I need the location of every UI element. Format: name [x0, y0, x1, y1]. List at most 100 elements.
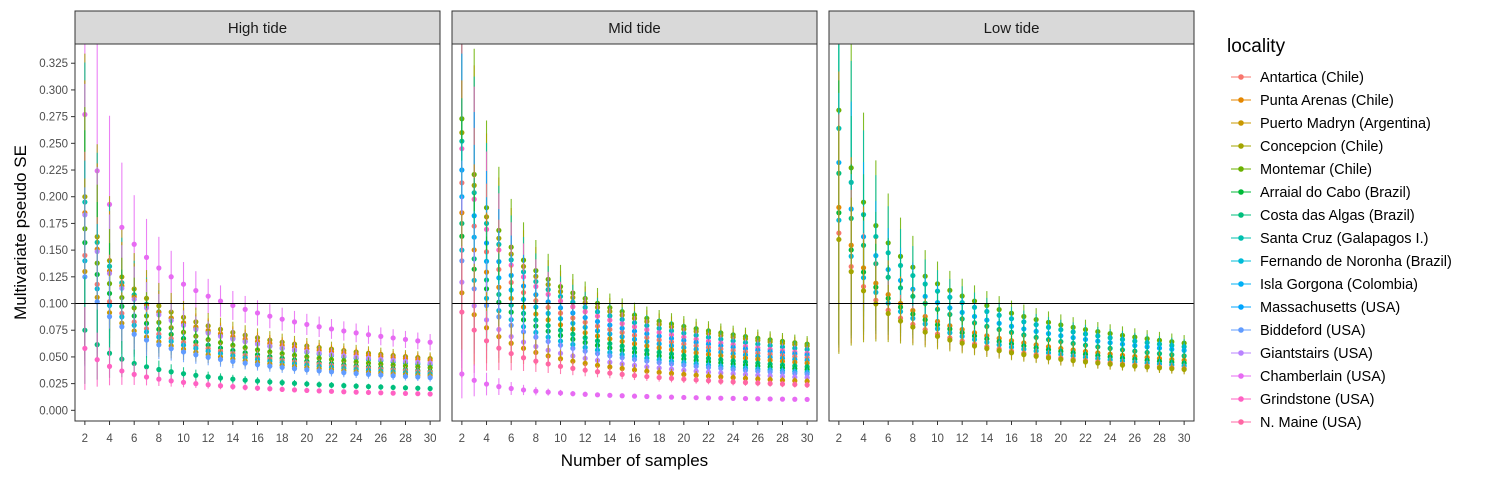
- data-point: [582, 391, 588, 397]
- data-point: [279, 364, 285, 371]
- data-point: [254, 378, 261, 384]
- data-point: [402, 390, 409, 397]
- data-point: [1181, 366, 1187, 373]
- data-point: [217, 383, 224, 389]
- data-point: [427, 385, 433, 392]
- data-point: [304, 367, 310, 373]
- data-point: [668, 375, 675, 381]
- x-tick-label: 22: [702, 433, 715, 445]
- x-tick-label: 18: [276, 433, 289, 445]
- data-point: [230, 302, 236, 309]
- data-point: [304, 381, 310, 387]
- legend-label: Puerto Madryn (Argentina): [1260, 116, 1431, 132]
- data-point: [378, 390, 384, 396]
- data-point: [242, 360, 248, 366]
- data-point: [984, 345, 990, 352]
- data-point: [1070, 358, 1076, 364]
- data-point: [1169, 366, 1175, 372]
- data-point: [644, 393, 650, 400]
- x-tick-label: 28: [1153, 433, 1166, 445]
- data-point: [971, 343, 978, 349]
- data-point: [718, 374, 724, 380]
- data-point: [570, 391, 576, 397]
- legend-item: Montemar (Chile): [1231, 162, 1372, 178]
- data-point: [230, 376, 236, 382]
- legend-item: Biddeford (USA): [1231, 323, 1366, 339]
- data-point: [557, 363, 564, 369]
- x-tick-label: 8: [156, 433, 162, 445]
- data-point: [804, 396, 810, 403]
- data-point: [594, 369, 601, 375]
- series-grindstone-usa-: [82, 306, 433, 397]
- data-point: [254, 362, 261, 368]
- data-point: [644, 368, 650, 374]
- x-tick-label: 24: [1104, 433, 1117, 445]
- data-point: [168, 274, 174, 280]
- data-point: [459, 371, 465, 377]
- data-point: [631, 372, 638, 379]
- legend-title: locality: [1227, 36, 1286, 57]
- y-tick-label: 0.225: [39, 165, 68, 177]
- x-tick-label: 20: [300, 433, 313, 445]
- data-point: [804, 378, 810, 384]
- y-tick-label: 0.125: [39, 272, 68, 284]
- x-tick-label: 14: [980, 433, 993, 445]
- data-point: [205, 293, 211, 299]
- data-point: [106, 314, 113, 320]
- data-point: [242, 306, 248, 313]
- data-point: [365, 383, 372, 390]
- data-point: [168, 378, 174, 384]
- data-point: [106, 363, 113, 369]
- x-tick-label: 30: [801, 433, 814, 445]
- x-tick-label: 30: [1178, 433, 1191, 445]
- y-tick-label: 0.275: [39, 112, 68, 124]
- data-point: [230, 384, 236, 390]
- legend-label: Santa Cruz (Galapagos I.): [1260, 231, 1428, 247]
- legend-key-point: [1238, 97, 1244, 103]
- data-point: [681, 362, 687, 368]
- data-point: [365, 332, 372, 338]
- data-point: [631, 356, 638, 363]
- legend-item: Giantstairs (USA): [1231, 346, 1373, 362]
- data-point: [607, 392, 613, 398]
- data-point: [533, 358, 539, 364]
- legend-item: Costa das Algas (Brazil): [1231, 208, 1415, 224]
- data-point: [217, 298, 224, 304]
- legend-key-point: [1238, 350, 1244, 356]
- data-point: [619, 393, 625, 399]
- legend-key-point: [1238, 327, 1244, 333]
- data-point: [193, 381, 199, 387]
- data-point: [180, 349, 187, 355]
- x-tick-label: 10: [554, 433, 567, 445]
- data-point: [242, 377, 248, 383]
- data-point: [316, 388, 322, 394]
- data-point: [693, 395, 699, 401]
- x-tick-label: 26: [1128, 433, 1141, 445]
- y-tick-label: 0.050: [39, 352, 68, 364]
- x-tick-label: 16: [628, 433, 641, 445]
- data-point: [267, 386, 273, 392]
- data-point: [656, 374, 662, 381]
- data-point: [792, 396, 798, 402]
- legend-item: N. Maine (USA): [1231, 415, 1362, 431]
- data-point: [353, 383, 359, 389]
- data-point: [328, 326, 335, 332]
- data-point: [328, 388, 335, 394]
- data-point: [143, 364, 150, 370]
- data-point: [693, 377, 699, 383]
- data-point: [415, 338, 421, 344]
- data-point: [304, 321, 310, 328]
- data-point: [755, 376, 761, 382]
- data-point: [705, 364, 712, 370]
- data-point: [390, 384, 396, 391]
- legend-item: Grindstone (USA): [1231, 392, 1374, 408]
- y-tick-label: 0.000: [39, 405, 68, 417]
- legend-key-point: [1238, 258, 1244, 264]
- y-tick-label: 0.075: [39, 325, 68, 337]
- x-tick-label: 8: [910, 433, 916, 445]
- legend-label: Giantstairs (USA): [1260, 346, 1373, 362]
- x-tick-label: 10: [177, 433, 190, 445]
- data-point: [582, 360, 588, 366]
- x-tick-label: 6: [508, 433, 514, 445]
